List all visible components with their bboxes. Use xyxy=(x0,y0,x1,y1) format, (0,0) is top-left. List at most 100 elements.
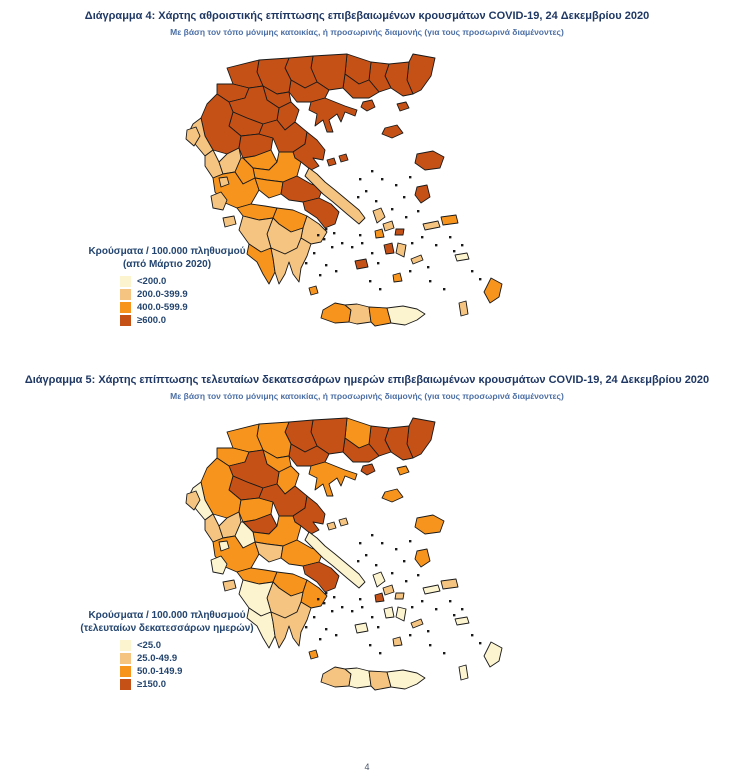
region-naxos xyxy=(395,606,407,622)
legend-title: Κρούσματα / 100.000 πληθυσμού (από Μάρτι… xyxy=(88,246,246,270)
legend-swatch xyxy=(120,314,131,326)
legend-swatch xyxy=(120,301,131,313)
region-chalkidiki xyxy=(308,97,358,133)
region-attica xyxy=(302,197,340,229)
legend-cumulative: Κρούσματα / 100.000 πληθυσμού (από Μάρτι… xyxy=(62,246,272,327)
region-kefalonia xyxy=(210,191,228,211)
region-syros xyxy=(374,228,385,239)
region-santorini xyxy=(392,272,403,283)
region-rethymno xyxy=(344,667,372,689)
legend-item: 400.0-599.9 xyxy=(120,301,272,313)
legend-title: Κρούσματα / 100.000 πληθυσμού (τελευταίω… xyxy=(80,610,254,634)
legend-item: 200.0-399.9 xyxy=(120,288,272,300)
region-limnos xyxy=(381,124,404,139)
legend-item: <200.0 xyxy=(120,275,272,287)
legend-label: ≥150.0 xyxy=(137,678,166,690)
legend-swatch xyxy=(120,639,131,651)
region-zakynthos xyxy=(222,579,237,592)
legend-label: 200.0-399.9 xyxy=(137,288,188,300)
region-samothraki xyxy=(396,101,410,112)
region-lesvos xyxy=(414,150,445,171)
region-messinia xyxy=(246,243,276,285)
region-chios xyxy=(414,184,431,204)
region-lesvos xyxy=(414,514,445,535)
region-kefalonia xyxy=(210,555,228,575)
region-rhodes xyxy=(483,277,503,304)
region-kavala xyxy=(342,73,380,99)
region-mykonos xyxy=(394,592,405,600)
region-lakonia xyxy=(270,601,312,649)
region-evros xyxy=(406,417,436,459)
map5-title: Διάγραμμα 5: Χάρτης επίπτωσης τελευταίων… xyxy=(24,374,710,386)
region-lefkada xyxy=(218,540,230,552)
region-samos xyxy=(440,578,459,590)
region-karpathos xyxy=(458,664,469,681)
map5-subtitle: Με βάση τον τόπο μόνιμης κατοικίας, ή πρ… xyxy=(170,391,564,401)
map4-title: Διάγραμμα 4: Χάρτης αθροιστικής επίπτωση… xyxy=(84,10,650,22)
legend-swatch xyxy=(120,665,131,677)
region-naxos xyxy=(395,242,407,258)
legend-items: <25.0 25.0-49.9 50.0-149.9 ≥150.0 xyxy=(62,639,272,690)
legend-label: ≥600.0 xyxy=(137,314,166,326)
region-sporades1 xyxy=(326,521,337,531)
region-kythira xyxy=(308,285,319,296)
region-evia xyxy=(304,167,366,225)
region-tinos xyxy=(382,584,395,596)
legend-item: 25.0-49.9 xyxy=(120,652,272,664)
region-mykonos xyxy=(394,228,405,236)
greece-choropleth-map-cumulative xyxy=(185,53,503,327)
legend-14day: Κρούσματα / 100.000 πληθυσμού (τελευταίω… xyxy=(62,610,272,691)
region-zakynthos xyxy=(222,215,237,228)
region-kythira xyxy=(308,649,319,660)
legend-label: 400.0-599.9 xyxy=(137,301,188,313)
region-amorgos xyxy=(410,618,424,629)
legend-label: <200.0 xyxy=(137,275,167,287)
region-tinos xyxy=(382,220,395,232)
legend-label: 50.0-149.9 xyxy=(137,665,183,677)
region-samos xyxy=(440,214,459,226)
region-milos xyxy=(354,258,369,270)
region-evia xyxy=(304,531,366,589)
region-syros xyxy=(374,592,385,603)
region-rhodes xyxy=(483,641,503,668)
legend-item: ≥150.0 xyxy=(120,678,272,690)
region-rethymno xyxy=(344,303,372,325)
region-paros xyxy=(383,606,395,619)
region-evros xyxy=(406,53,436,95)
region-lakonia xyxy=(270,237,312,285)
region-corfu xyxy=(185,126,201,147)
legend-swatch xyxy=(120,652,131,664)
region-paros xyxy=(383,242,395,255)
region-heraklio xyxy=(368,306,392,327)
map4-subtitle: Με βάση τον τόπο μόνιμης κατοικίας, ή πρ… xyxy=(170,27,564,37)
legend-item: ≥600.0 xyxy=(120,314,272,326)
legend-item: 50.0-149.9 xyxy=(120,665,272,677)
region-kavala xyxy=(342,437,380,463)
region-chios xyxy=(414,548,431,568)
region-sporades1 xyxy=(326,157,337,167)
region-ikaria xyxy=(422,584,441,595)
page-number: 4 xyxy=(364,762,370,772)
region-lasithi xyxy=(386,669,426,690)
region-karpathos xyxy=(458,300,469,317)
region-ikaria xyxy=(422,220,441,231)
region-santorini xyxy=(392,636,403,647)
legend-swatch xyxy=(120,288,131,300)
legend-item: <25.0 xyxy=(120,639,272,651)
region-andros xyxy=(372,207,386,224)
region-thasos xyxy=(360,463,376,476)
region-heraklio xyxy=(368,670,392,691)
region-lasithi xyxy=(386,305,426,326)
region-amorgos xyxy=(410,254,424,265)
region-kos xyxy=(454,252,470,262)
region-sporades2 xyxy=(338,517,349,527)
legend-swatch xyxy=(120,678,131,690)
legend-swatch xyxy=(120,275,131,287)
region-limnos xyxy=(381,488,404,503)
greece-choropleth-map-14day xyxy=(185,417,503,691)
legend-items: <200.0 200.0-399.9 400.0-599.9 ≥600.0 xyxy=(62,275,272,326)
legend-label: 25.0-49.9 xyxy=(137,652,178,664)
region-sporades2 xyxy=(338,153,349,163)
region-chalkidiki xyxy=(308,461,358,497)
